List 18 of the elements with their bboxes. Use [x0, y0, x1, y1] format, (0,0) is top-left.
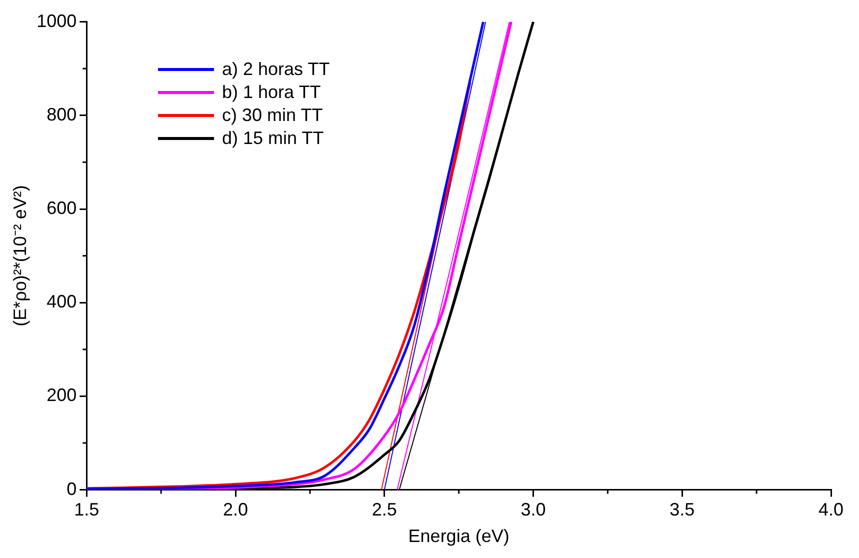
x-tick-label: 2.0 [223, 500, 248, 520]
x-tick-label: 3.0 [520, 500, 546, 520]
x-tick-label: 3.5 [670, 500, 695, 520]
y-tick-label: 200 [46, 385, 77, 406]
y-tick-label: 0 [66, 478, 77, 499]
y-tick-label: 800 [46, 104, 77, 124]
x-axis-title: Energia (eV) [408, 526, 510, 546]
y-tick-label: 1000 [36, 10, 77, 31]
legend-label: c) 30 min TT [222, 104, 323, 127]
x-tick-label: 2.5 [372, 500, 397, 520]
y-tick-label: 400 [46, 292, 77, 312]
y-axis-title: (E*ρo)²*(10⁻² eV²) [10, 185, 30, 326]
x-tick-label: 1.5 [74, 500, 100, 520]
legend-label: b) 1 hora TT [222, 81, 321, 104]
y-tick-label: 600 [46, 198, 77, 218]
legend-label: a) 2 horas TT [222, 58, 330, 81]
legend-label: d) 15 min TT [222, 127, 324, 150]
x-tick-label: 4.0 [818, 500, 844, 520]
